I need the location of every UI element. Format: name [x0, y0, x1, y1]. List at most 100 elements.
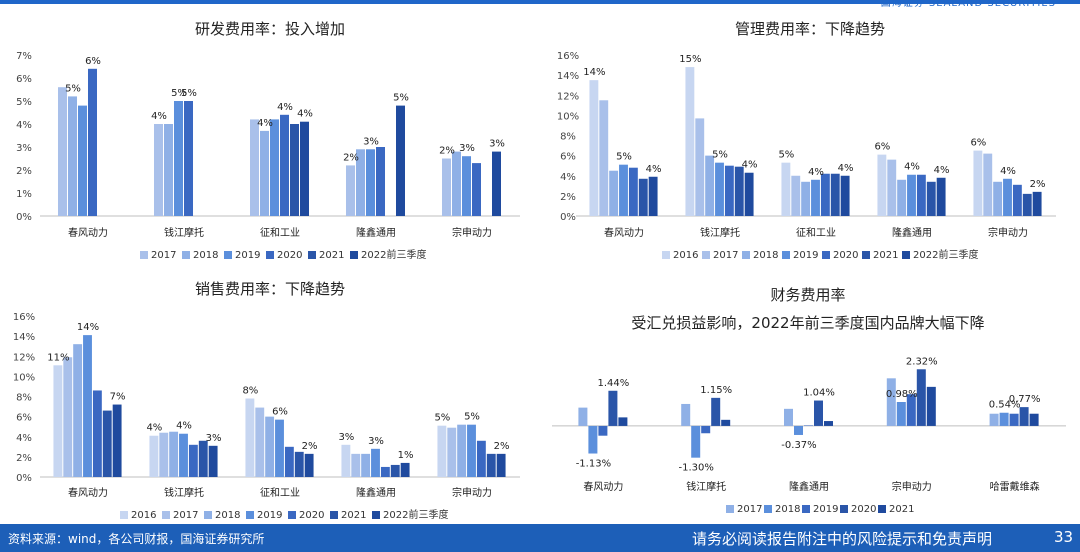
legend-label: 2017: [737, 504, 762, 515]
legend-swatch: [662, 251, 670, 259]
bar: [447, 427, 457, 477]
y-tick-label: 8%: [16, 393, 32, 404]
bar: [290, 124, 299, 216]
data-label: 4%: [904, 162, 920, 173]
bar: [83, 335, 92, 477]
category-label: 隆鑫通用: [789, 480, 829, 493]
y-tick-label: 16%: [13, 312, 35, 323]
bar: [598, 425, 608, 436]
bar: [356, 149, 365, 216]
bar: [492, 151, 501, 216]
legend-label: 2021: [889, 504, 914, 515]
bar: [926, 181, 936, 216]
data-label: 3%: [368, 436, 384, 447]
bar: [169, 431, 179, 477]
legend-label: 2018: [193, 250, 218, 261]
legend-swatch: [782, 251, 790, 259]
bar: [705, 155, 715, 216]
legend-label: 2019: [235, 250, 260, 261]
bar: [179, 433, 188, 477]
footer-bar: 资料来源：wind，各公司财报，国海证券研究所 请务必阅读报告附注中的风险提示和…: [0, 524, 1080, 552]
y-tick-label: 12%: [557, 91, 579, 102]
category-label: 春风动力: [68, 226, 108, 239]
data-label: 4%: [146, 423, 162, 434]
y-tick-label: 12%: [13, 352, 35, 363]
bar: [284, 446, 294, 477]
data-label: 6%: [874, 142, 890, 153]
bar: [973, 150, 983, 216]
data-label: 3%: [363, 136, 379, 147]
bar: [608, 390, 618, 426]
legend-swatch: [162, 511, 170, 519]
legend-swatch: [330, 511, 338, 519]
legend-swatch: [726, 505, 734, 513]
bar: [371, 448, 380, 477]
bar: [250, 119, 259, 216]
legend-swatch: [822, 251, 830, 259]
y-tick-label: 10%: [13, 372, 35, 383]
data-label: 5%: [65, 83, 81, 94]
brand-watermark: 国海证券 SEALAND SECURITIES: [880, 0, 1056, 9]
bar: [159, 432, 169, 477]
bar: [164, 124, 173, 216]
data-label: 5%: [712, 150, 728, 161]
y-tick-label: 0%: [16, 473, 32, 484]
legend-label: 2020: [277, 250, 302, 261]
legend-swatch: [224, 251, 232, 259]
data-label: 4%: [257, 118, 273, 129]
bar: [1012, 184, 1022, 216]
bar: [437, 425, 447, 477]
bar: [280, 114, 289, 216]
disclaimer-link[interactable]: 请务必阅读报告附注中的风险提示和免责声明: [692, 530, 993, 548]
bar: [989, 413, 999, 426]
bar: [1029, 413, 1039, 426]
bar: [198, 440, 208, 477]
page-number: 33: [1054, 528, 1074, 546]
y-tick-label: 4%: [16, 433, 32, 444]
chart-title: 财务费用率: [770, 286, 845, 304]
bar: [396, 105, 405, 216]
data-label: 4%: [934, 165, 950, 176]
bar: [1019, 407, 1029, 426]
bar: [467, 424, 476, 477]
bar: [351, 453, 361, 477]
bar: [993, 181, 1003, 216]
data-label: 0.54%: [989, 400, 1021, 411]
y-tick-label: 0%: [16, 212, 32, 223]
data-label: 4%: [742, 160, 758, 171]
chart-sales: 销售费用率：下降趋势 0% 2% 4% 6% 8% 10% 12% 14% 16% 春风动力 钱江摩托…: [13, 280, 520, 520]
data-label: 1%: [398, 450, 414, 461]
bar: [794, 425, 803, 435]
bar: [711, 397, 721, 426]
category-label: 宗申动力: [452, 226, 492, 239]
legend-label: 2022前三季度: [361, 248, 426, 261]
category-label: 春风动力: [583, 480, 623, 493]
bar: [685, 67, 695, 216]
data-label: 5%: [464, 412, 480, 423]
bar: [701, 425, 711, 434]
data-label: 11%: [47, 352, 69, 363]
y-tick-label: 2%: [16, 453, 32, 464]
data-label: 4%: [808, 167, 824, 178]
data-label: -0.37%: [781, 440, 816, 451]
category-label: 宗申动力: [452, 486, 492, 499]
legend-swatch: [742, 251, 750, 259]
bar: [887, 159, 897, 216]
legend-label: 2020: [851, 504, 876, 515]
bar: [245, 398, 255, 477]
bar: [695, 118, 705, 216]
legend-swatch: [182, 251, 190, 259]
bar: [361, 453, 371, 477]
legend-swatch: [902, 251, 910, 259]
data-label: 5%: [778, 150, 794, 161]
data-label: 5%: [181, 88, 197, 99]
data-label: 8%: [242, 386, 258, 397]
y-tick-label: 14%: [13, 332, 35, 343]
data-label: 7%: [110, 392, 126, 403]
bar: [811, 179, 820, 216]
bar: [265, 416, 275, 477]
legend-swatch: [266, 251, 274, 259]
y-tick-label: 5%: [16, 97, 32, 108]
